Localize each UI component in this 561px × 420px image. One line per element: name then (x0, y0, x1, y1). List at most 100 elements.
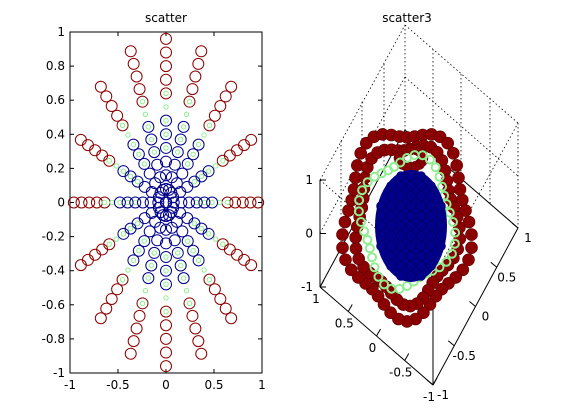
scatter-point (168, 158, 181, 171)
scatter-point (163, 295, 169, 301)
scatter-point (160, 251, 172, 264)
scatter-point (206, 276, 213, 283)
scatter3-grid (319, 24, 519, 279)
scatter-point (168, 234, 181, 247)
scatter-point (127, 335, 140, 348)
scatter-point (163, 254, 169, 260)
scatter-point (154, 221, 167, 234)
scatter3-point (441, 136, 455, 150)
scatter-point (160, 87, 172, 100)
scatter3-point (406, 201, 416, 211)
scatter3-point (396, 181, 406, 191)
scatter-point (149, 177, 162, 190)
scatter-point (163, 117, 169, 124)
scatter3-point (394, 283, 405, 294)
scatter3-point (386, 231, 396, 241)
scatter-point (185, 161, 191, 167)
scatter-point (160, 278, 172, 291)
scatter-point (203, 273, 216, 286)
scatter3-point (396, 251, 406, 261)
scatter-ytick-label: 1 (57, 25, 65, 39)
scatter3-point (386, 241, 396, 251)
scatter3-point (396, 231, 406, 241)
scatter3-point (406, 191, 416, 201)
scatter-point (106, 158, 112, 164)
scatter-point (134, 178, 141, 185)
scatter-xtick-label: -0.5 (106, 378, 129, 392)
scatter-point (163, 104, 169, 110)
scatter-point (201, 267, 207, 273)
scatter3-point (448, 217, 458, 227)
scatter-point (105, 100, 118, 113)
scatter-point (185, 238, 191, 244)
scatter3-ytick-mark (347, 304, 353, 312)
scatter-point (171, 146, 184, 159)
scatter-point (121, 196, 134, 209)
scatter-point (225, 80, 238, 93)
scatter-point (214, 100, 227, 113)
scatter-point (148, 246, 161, 259)
scatter-ytick-label: 0.8 (46, 59, 65, 73)
scatter3-xtick-mark (469, 301, 476, 307)
scatter-ytick-label: 0.4 (46, 127, 65, 141)
scatter3-point (426, 181, 436, 191)
scatter3-point (396, 191, 406, 201)
scatter3-xtick-label: 0.5 (497, 270, 516, 284)
scatter-point (136, 151, 142, 157)
scatter3-point (406, 171, 416, 181)
scatter3-point (386, 221, 396, 231)
scatter-point (244, 196, 257, 209)
scatter-point (127, 138, 140, 151)
scatter-point (138, 235, 151, 248)
scatter-point (165, 171, 178, 184)
scatter-point (124, 45, 137, 58)
scatter-point (160, 128, 172, 141)
scatter3-point (354, 147, 368, 160)
scatter3-point (349, 242, 363, 255)
scatter3-point (373, 271, 384, 282)
scatter-point (160, 346, 172, 359)
scatter3-point (406, 241, 416, 251)
scatter-point (75, 196, 88, 209)
scatter3-point (462, 215, 476, 229)
scatter-point (160, 155, 172, 168)
scatter-point (119, 122, 126, 129)
scatter3-point (336, 241, 349, 254)
scatter-point (212, 236, 219, 242)
scatter-point (136, 248, 142, 254)
scatter3-point (452, 171, 465, 185)
scatter-xtick-label: 0.5 (204, 378, 223, 392)
scatter-point (111, 109, 124, 122)
scatter-point (192, 57, 205, 70)
scatter-point (170, 215, 183, 228)
scatter3-point (396, 241, 406, 251)
scatter3-point (446, 248, 457, 259)
scatter-point (203, 119, 216, 132)
scatter-xtick-label: 0 (162, 378, 170, 392)
scatter-point (162, 209, 175, 222)
scatter-title: scatter (145, 11, 187, 25)
scatter-point (183, 111, 190, 117)
scatter3-point (376, 221, 386, 231)
scatter-point (67, 196, 80, 209)
scatter-point (120, 168, 127, 174)
scatter-point (205, 168, 212, 174)
scatter-point (163, 90, 169, 97)
scatter-point (157, 183, 170, 196)
scatter3-point (436, 241, 446, 251)
scatter-point (181, 235, 194, 248)
scatter3-point (406, 221, 416, 231)
scatter-point (113, 196, 126, 209)
scatter-point (160, 46, 172, 59)
scatter3-point (396, 221, 406, 231)
scatter-point (175, 250, 181, 256)
scatter3-point (386, 211, 396, 221)
scatter-point (138, 157, 151, 170)
scatter-point (160, 264, 172, 277)
scatter-series-2 (113, 114, 219, 291)
scatter-point (195, 257, 202, 264)
scatter-point (129, 196, 142, 209)
scatter-ytick-label: 0.6 (46, 93, 65, 107)
scatter-point (245, 259, 258, 272)
scatter-point (130, 141, 137, 148)
